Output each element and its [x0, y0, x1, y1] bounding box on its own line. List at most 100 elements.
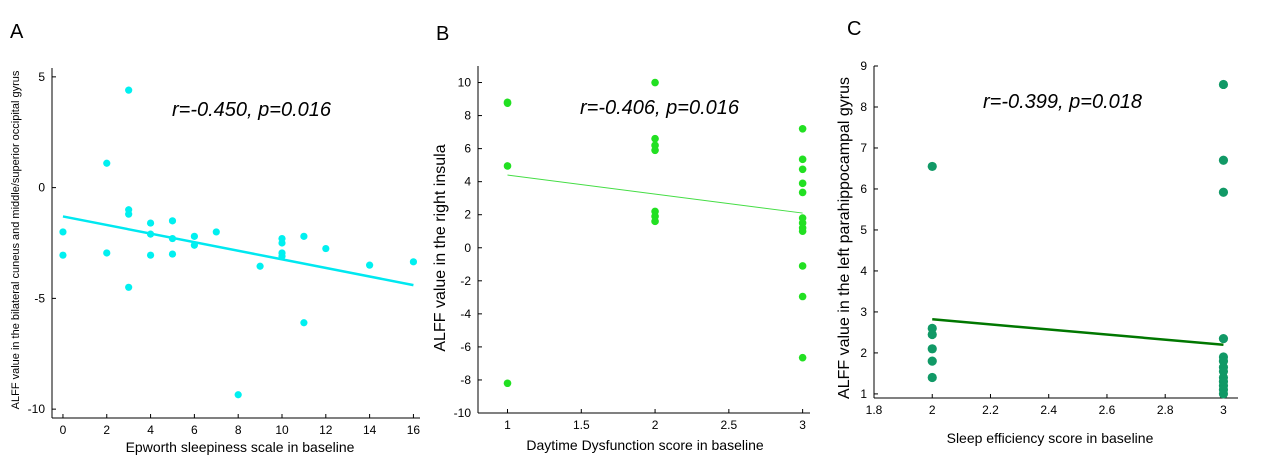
panel-a-data-point [103, 249, 111, 257]
panel-c-data-point [927, 329, 937, 340]
panel-c-letter: C [847, 18, 861, 40]
y-tick-label: -4 [460, 307, 471, 321]
y-tick-label: 7 [860, 141, 867, 155]
panel-b-letter: B [436, 23, 449, 45]
panel-a-y-label: ALFF value in the bilateral cuneus and m… [10, 70, 22, 409]
x-tick-label: 1.8 [866, 403, 883, 417]
panel-b-data-point [651, 78, 659, 87]
panel-a-x-label: Epworth sleepiness scale in baseline [126, 439, 355, 455]
panel-b-x-label: Daytime Dysfunction score in baseline [526, 437, 764, 453]
panel-a-data-point [278, 252, 286, 260]
panel-a-data-point [190, 241, 198, 249]
panel-a-data-point [125, 86, 133, 94]
panel-b-data-point [798, 155, 807, 164]
x-tick-label: 8 [235, 423, 242, 437]
panel-c: 1.8 2 2.2 2.4 2.6 2.8 3 1 2 3 4 5 6 7 8 9 r=-0.399, p=0… [836, 59, 1238, 446]
x-tick-label: 2 [652, 418, 659, 432]
panel-c-data-point [1218, 79, 1229, 90]
y-tick-label: 0 [38, 181, 45, 195]
x-tick-label: 2.2 [982, 403, 999, 417]
panel-a-ticks: 0 2 4 6 8 10 12 14 16 5 0 -5 -10 [28, 70, 421, 437]
x-tick-label: 4 [147, 423, 154, 437]
panel-b-data-point [651, 217, 659, 226]
x-tick-label: 2.5 [721, 418, 738, 432]
y-tick-label: 8 [860, 100, 867, 114]
y-tick-label: 10 [458, 76, 472, 90]
panel-c-y-label: ALFF value in the left parahippocampal g… [836, 77, 853, 399]
x-tick-label: 2.4 [1040, 403, 1057, 417]
panel-a-data-point [168, 217, 177, 225]
panel-b-data-point [651, 134, 659, 143]
y-tick-label: 4 [464, 175, 471, 189]
panel-b-data-point [798, 179, 807, 188]
x-tick-label: 14 [363, 423, 377, 437]
y-tick-label: 6 [860, 182, 867, 196]
panel-c-points [927, 79, 1229, 399]
panel-a-data-point [190, 232, 198, 240]
panel-a-data-point [146, 230, 155, 238]
panel-a-data-point [59, 228, 67, 236]
x-tick-label: 2 [929, 403, 936, 417]
x-tick-label: 3 [1220, 403, 1227, 417]
y-tick-label: -10 [28, 402, 46, 416]
panel-a-data-point [322, 244, 330, 253]
panel-a-fit-line [62, 215, 414, 287]
x-tick-label: 0 [60, 423, 67, 437]
panel-b: 1 1.5 2 2.5 3 10 8 6 4 2 0 -2 -4 -6 -8 -10 r=-0.406, p=… [432, 66, 810, 453]
panel-b-data-point [798, 262, 807, 270]
panel-b-data-point [798, 124, 807, 133]
panel-c-annotation: r=-0.399, p=0.018 [983, 91, 1142, 113]
panel-b-y-label: ALFF value in the right insula [432, 144, 449, 351]
y-tick-label: 2 [860, 346, 867, 360]
panel-b-annotation: r=-0.406, p=0.016 [580, 97, 740, 119]
panel-a-data-point [409, 258, 418, 266]
panel-a-data-point [300, 232, 308, 240]
panel-c-data-point [927, 161, 937, 172]
x-tick-label: 1.5 [573, 418, 590, 432]
x-tick-label: 16 [407, 423, 421, 437]
panel-b-data-point [798, 188, 807, 197]
y-tick-label: -2 [460, 274, 471, 288]
y-tick-label: -8 [460, 373, 471, 387]
y-tick-label: 9 [860, 59, 867, 73]
y-tick-label: -5 [34, 291, 45, 305]
panel-b-data-point [798, 292, 807, 301]
panel-a-data-point [125, 283, 133, 291]
panel-b-points [503, 78, 807, 388]
panel-a-annotation: r=-0.450, p=0.016 [172, 99, 332, 121]
x-tick-label: 12 [319, 423, 333, 437]
panel-a-data-point [103, 159, 111, 167]
panel-b-data-point [798, 165, 807, 174]
y-tick-label: 5 [860, 223, 867, 237]
y-tick-label: 6 [464, 142, 471, 156]
x-tick-label: 10 [275, 423, 289, 437]
y-tick-label: -6 [460, 340, 471, 354]
x-tick-label: 3 [799, 418, 806, 432]
y-tick-label: 5 [38, 70, 45, 84]
panel-a-data-point [168, 234, 177, 243]
panel-b-data-point [651, 146, 659, 155]
panel-a-data-point [146, 219, 155, 227]
panel-c-data-point [927, 344, 937, 354]
panel-a-data-point [366, 261, 374, 269]
panel-c-data-point [1218, 155, 1229, 165]
panel-a-letter: A [10, 21, 24, 43]
y-tick-label: 1 [860, 387, 867, 401]
y-tick-label: 8 [464, 109, 471, 123]
panel-a-data-point [212, 228, 220, 236]
panel-c-fit-line [932, 318, 1224, 346]
panel-c-x-label: Sleep efficiency score in baseline [947, 430, 1154, 446]
y-tick-label: 4 [860, 264, 867, 278]
x-tick-label: 2.6 [1099, 403, 1116, 417]
panel-a: 0 2 4 6 8 10 12 14 16 5 0 -5 -10 r=-0.450, p=0.016 E… [10, 68, 420, 455]
panel-c-data-point [1218, 389, 1229, 399]
panel-b-data-point [503, 162, 512, 170]
panel-c-ticks: 1.8 2 2.2 2.4 2.6 2.8 3 1 2 3 4 5 6 7 8 9 [860, 59, 1227, 417]
panel-a-points [59, 86, 418, 399]
x-tick-label: 2 [103, 423, 110, 437]
x-tick-label: 1 [504, 418, 511, 432]
x-tick-label: 2.8 [1157, 403, 1174, 417]
panel-a-data-point [125, 210, 133, 218]
panel-a-data-point [234, 391, 242, 399]
